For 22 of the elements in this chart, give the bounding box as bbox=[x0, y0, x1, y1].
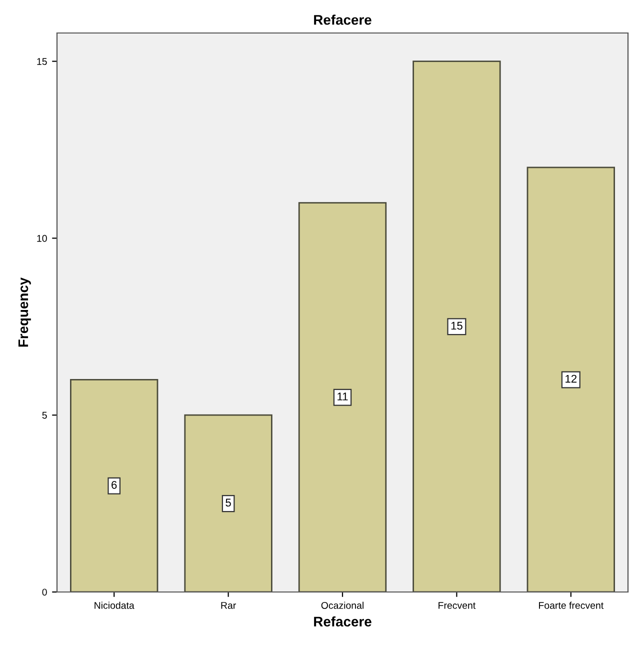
bar bbox=[298, 202, 387, 592]
x-tick-label: Rar bbox=[221, 602, 236, 609]
data-label: 11 bbox=[338, 392, 348, 400]
data-label: 15 bbox=[451, 322, 462, 330]
x-tick-label: Niciodata bbox=[94, 602, 134, 609]
y-tick-label: 15 bbox=[37, 58, 47, 65]
data-label: 6 bbox=[112, 480, 117, 489]
y-tick-label: 0 bbox=[42, 588, 47, 596]
x-tick-label: Frecvent bbox=[438, 602, 476, 609]
x-tick-label: Foarte frecvent bbox=[539, 602, 604, 609]
bar bbox=[184, 414, 272, 592]
y-tick-label: 5 bbox=[42, 412, 47, 419]
data-label: 12 bbox=[566, 374, 577, 383]
bar bbox=[412, 60, 501, 592]
chart-title: Refacere bbox=[314, 14, 372, 25]
y-tick-label: 10 bbox=[37, 234, 47, 242]
x-axis-title: Refacere bbox=[314, 616, 372, 627]
data-label: 5 bbox=[226, 498, 231, 507]
x-tick-label: Ocazional bbox=[321, 602, 364, 609]
bar bbox=[526, 166, 615, 592]
bar bbox=[70, 379, 158, 592]
y-axis-title: Frequency bbox=[18, 277, 31, 347]
